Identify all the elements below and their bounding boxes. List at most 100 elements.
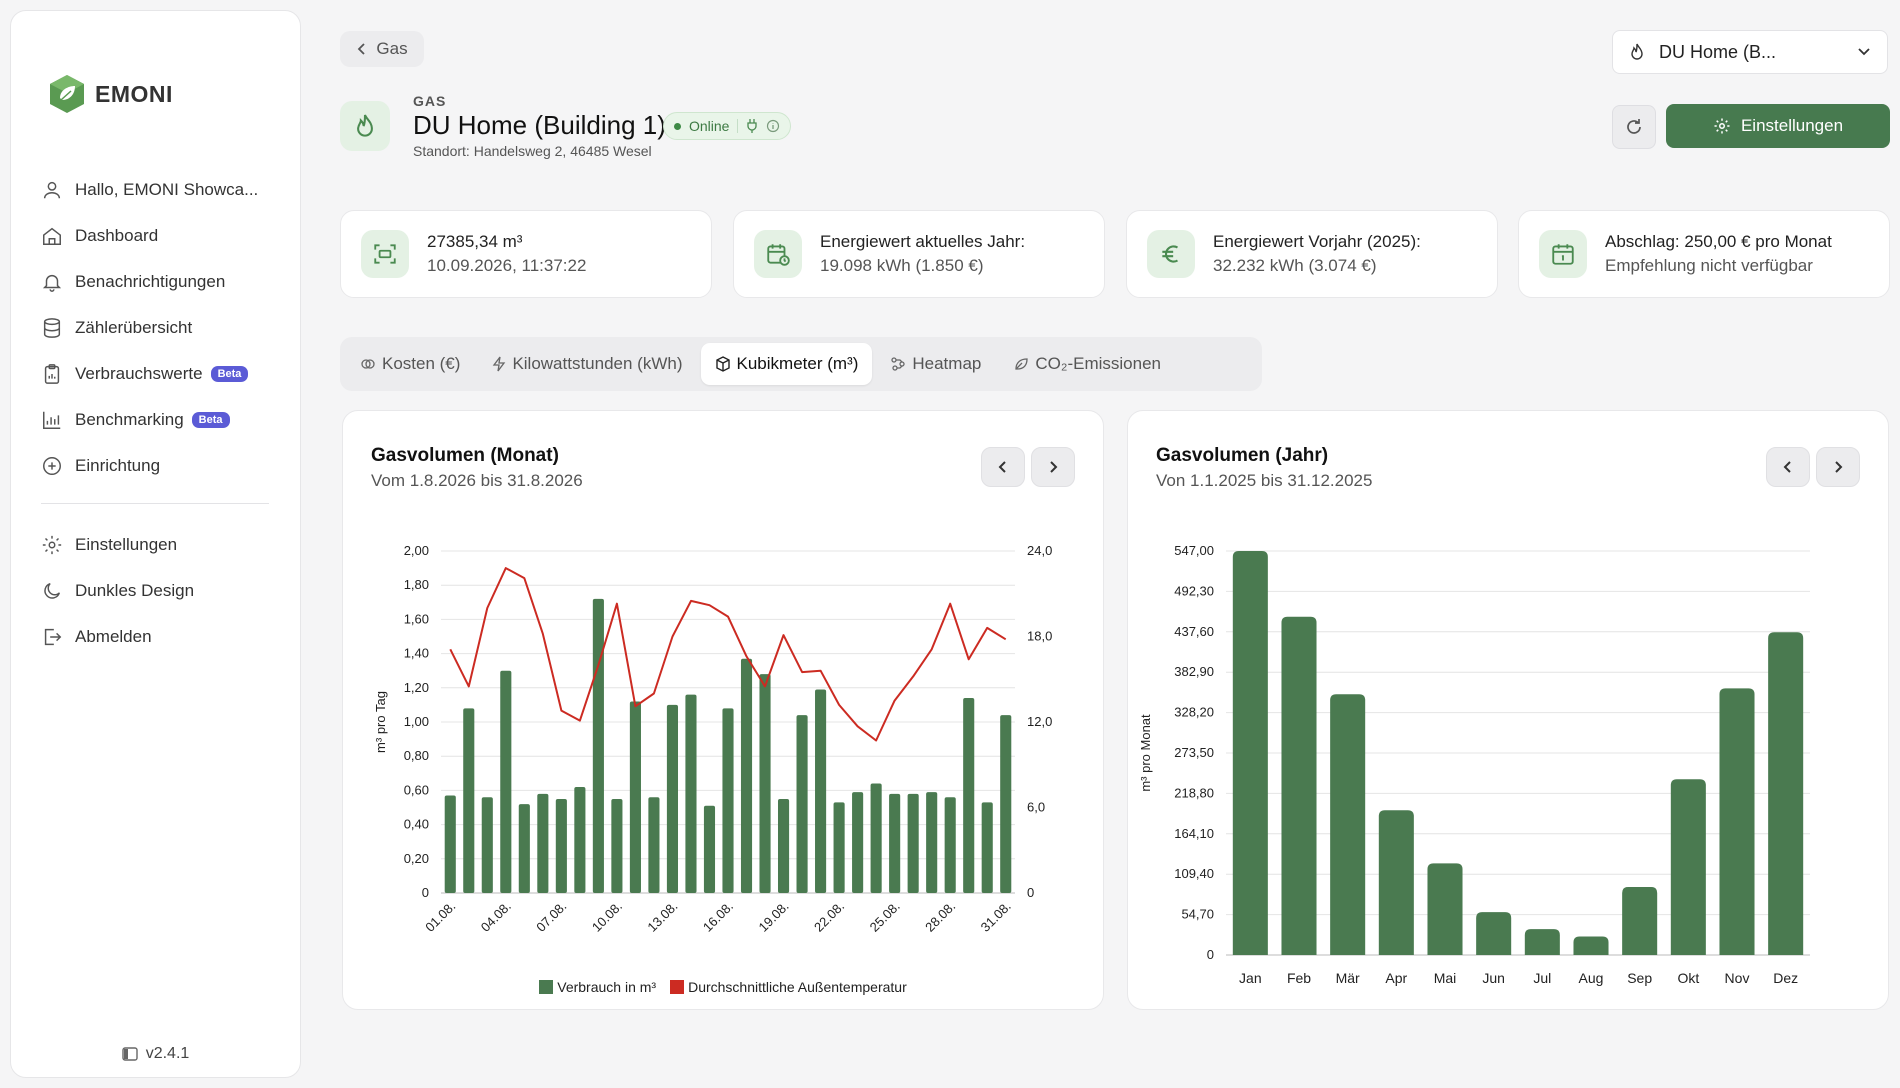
x-tick-label: 28.08. — [922, 899, 958, 935]
back-button[interactable]: Gas — [340, 31, 424, 67]
bar — [648, 797, 660, 893]
heatmap-icon — [891, 357, 906, 371]
tab-label: Kilowattstunden (kWh) — [512, 354, 683, 373]
card-secondary-text: Empfehlung nicht verfügbar — [1605, 256, 1813, 275]
bar — [611, 798, 623, 893]
x-tick-label: Feb — [1287, 970, 1311, 986]
unit-tabs: Kosten (€) Kilowattstunden (kWh) Kubikme… — [340, 337, 1262, 391]
tab-co2[interactable]: CO₂-Emissionen — [999, 343, 1175, 385]
bar — [889, 793, 901, 893]
chevron-right-icon — [1050, 461, 1058, 473]
y-tick-label: 54,70 — [1181, 907, 1214, 922]
sidebar-item-dark-mode[interactable]: Dunkles Design — [41, 568, 281, 614]
x-tick-label: 10.08. — [589, 899, 625, 935]
y2-tick-label: 0 — [1027, 885, 1034, 900]
energy-current-year-card: Energiewert aktuelles Jahr: 19.098 kWh (… — [733, 210, 1105, 298]
next-period-button[interactable] — [1816, 447, 1860, 487]
sidebar-item-dashboard[interactable]: Dashboard — [41, 213, 281, 259]
card-secondary-text: 10.09.2026, 11:37:22 — [427, 256, 587, 275]
bar — [722, 708, 734, 893]
x-tick-label: Mär — [1336, 970, 1360, 986]
sidebar-item-label: Dashboard — [75, 226, 159, 245]
chevron-right-icon — [1835, 461, 1843, 473]
prev-period-button[interactable] — [981, 447, 1025, 487]
x-tick-label: 22.08. — [811, 899, 847, 935]
card-primary-text: Energiewert aktuelles Jahr: — [820, 232, 1026, 251]
y-tick-label: 1,20 — [404, 680, 429, 695]
chart-title: Gasvolumen (Monat) — [371, 445, 559, 466]
sidebar-item-setup[interactable]: Einrichtung — [41, 443, 281, 489]
card-icon-wrap — [1147, 230, 1195, 278]
bar — [1232, 551, 1268, 955]
info-icon[interactable] — [766, 119, 780, 133]
x-tick-label: Sep — [1627, 970, 1652, 986]
brand-logo[interactable]: EMONI — [47, 73, 173, 115]
bar — [592, 598, 604, 893]
status-dot — [674, 122, 681, 130]
legend-item-consumption[interactable]: Verbrauch in m³ — [539, 979, 656, 995]
emoni-logo-icon — [50, 75, 84, 113]
meter-select[interactable]: DU Home (B... — [1612, 30, 1888, 74]
tab-label: Heatmap — [912, 354, 982, 373]
y-tick-label: 547,00 — [1174, 543, 1214, 558]
beta-badge: Beta — [210, 366, 249, 382]
bar — [852, 792, 864, 893]
bar — [833, 802, 845, 893]
x-tick-label: Jul — [1533, 970, 1551, 986]
bar — [981, 802, 993, 893]
bar — [777, 798, 790, 893]
clipboard-icon — [44, 364, 60, 384]
meter-reading-card: 27385,34 m³ 10.09.2026, 11:37:22 — [340, 210, 712, 298]
legend-item-temperature[interactable]: Durchschnittliche Außentemperatur — [670, 979, 907, 995]
temperature-line — [449, 567, 1007, 742]
sidebar-item-benchmarking[interactable]: Benchmarking Beta — [41, 397, 281, 443]
bar — [463, 708, 475, 893]
x-tick-label: Jun — [1482, 970, 1505, 986]
sidebar-item-settings[interactable]: Einstellungen — [41, 522, 281, 568]
sidebar-item-meters[interactable]: Zählerübersicht — [41, 305, 281, 351]
bar — [629, 701, 641, 893]
bar — [1768, 632, 1804, 955]
bar — [1330, 694, 1366, 955]
tab-heatmap[interactable]: Heatmap — [876, 343, 995, 385]
prev-period-button[interactable] — [1766, 447, 1810, 487]
sidebar-item-label: Einrichtung — [75, 456, 161, 475]
sidebar-item-consumption[interactable]: Verbrauchswerte Beta — [41, 351, 281, 397]
refresh-button[interactable] — [1612, 105, 1656, 149]
tab-cubic-meter[interactable]: Kubikmeter (m³) — [700, 343, 873, 385]
meter-category: GAS — [413, 93, 447, 109]
refresh-icon — [1627, 119, 1641, 134]
euro-icon — [1162, 245, 1179, 263]
sidebar-divider — [41, 503, 269, 504]
x-tick-label: Aug — [1579, 970, 1604, 986]
sidebar-item-notifications[interactable]: Benachrichtigungen — [41, 259, 281, 305]
y-tick-label: 0,80 — [404, 748, 429, 763]
next-period-button[interactable] — [1031, 447, 1075, 487]
beta-badge: Beta — [191, 412, 230, 428]
tab-cost[interactable]: Kosten (€) — [346, 343, 474, 385]
x-tick-label: 16.08. — [700, 899, 736, 935]
cube-icon — [715, 356, 730, 372]
x-tick-label: Jan — [1239, 970, 1262, 986]
y-tick-label: 328,20 — [1174, 705, 1214, 720]
card-icon-wrap — [1539, 230, 1587, 278]
y-tick-label: 0 — [422, 885, 429, 900]
sidebar-item-label: Abmelden — [75, 627, 152, 646]
meter-scan-icon — [374, 244, 396, 264]
plus-circle-icon — [43, 457, 61, 475]
chevron-left-icon — [998, 461, 1006, 473]
tab-kwh[interactable]: Kilowattstunden (kWh) — [478, 343, 696, 385]
sidebar-toggle-icon[interactable] — [122, 1047, 138, 1061]
sidebar-item-user[interactable]: Hallo, EMONI Showca... — [41, 167, 281, 213]
gear-icon — [42, 535, 62, 555]
x-tick-label: 25.08. — [867, 899, 903, 935]
settings-button[interactable]: Einstellungen — [1666, 104, 1890, 148]
card-secondary-text: 19.098 kWh (1.850 €) — [820, 256, 984, 275]
legend-swatch — [670, 980, 685, 994]
chart-legend: Verbrauch in m³ Durchschnittliche Außent… — [343, 979, 1103, 995]
chart-subtitle: Vom 1.8.2026 bis 31.8.2026 — [371, 471, 583, 490]
sidebar-item-logout[interactable]: Abmelden — [41, 614, 281, 660]
legend-swatch — [539, 980, 554, 994]
logout-icon — [44, 628, 62, 646]
y-tick-label: 492,30 — [1174, 583, 1214, 598]
